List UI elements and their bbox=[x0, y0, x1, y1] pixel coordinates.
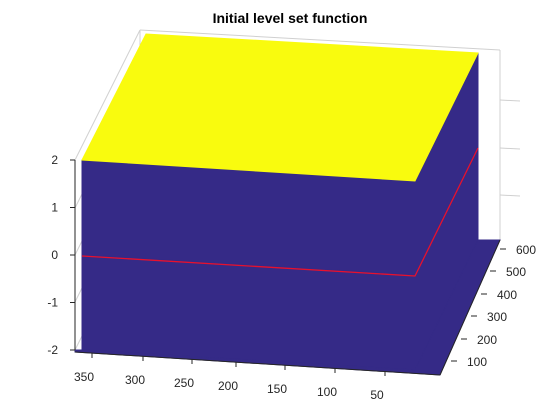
chart-title: Initial level set function bbox=[213, 10, 368, 26]
y-tick-label: 400 bbox=[497, 288, 517, 302]
back-edge-top bbox=[139, 29, 501, 51]
x-tick-label: 200 bbox=[218, 379, 238, 393]
z-tick-label: -1 bbox=[47, 296, 58, 310]
y-tick-label: 500 bbox=[506, 265, 526, 279]
z-axis-ticks: 2 1 0 -1 -2 bbox=[47, 153, 75, 357]
surface-top-face bbox=[81, 33, 479, 182]
grid-line bbox=[499, 147, 521, 150]
x-tick-label: 100 bbox=[317, 385, 337, 399]
x-axis-ticks: 350 300 250 200 150 100 50 bbox=[74, 353, 386, 402]
y-tick-label: 100 bbox=[467, 355, 487, 369]
left-back-edge bbox=[74, 29, 141, 161]
z-tick-label: -2 bbox=[47, 343, 58, 357]
z-tick-label: 2 bbox=[51, 153, 58, 167]
z-tick-label: 1 bbox=[51, 201, 58, 215]
surface bbox=[74, 33, 501, 376]
zero-level-contour bbox=[81, 147, 479, 277]
x-tick-label: 250 bbox=[174, 376, 194, 390]
z-tick-label: 0 bbox=[51, 248, 58, 262]
y-axis-ticks: 100 200 300 400 500 600 bbox=[451, 243, 536, 369]
y-tick-label: 200 bbox=[477, 333, 497, 347]
y-tick-label: 600 bbox=[516, 243, 536, 257]
y-axis-line bbox=[439, 239, 501, 376]
x-tick-label: 350 bbox=[74, 370, 94, 384]
x-tick-label: 300 bbox=[125, 373, 145, 387]
x-axis-line bbox=[74, 351, 441, 376]
grid-line bbox=[499, 194, 521, 197]
y-tick-label: 300 bbox=[487, 310, 507, 324]
x-tick-label: 50 bbox=[370, 388, 384, 402]
grid-line bbox=[499, 99, 521, 102]
x-tick-label: 150 bbox=[267, 382, 287, 396]
